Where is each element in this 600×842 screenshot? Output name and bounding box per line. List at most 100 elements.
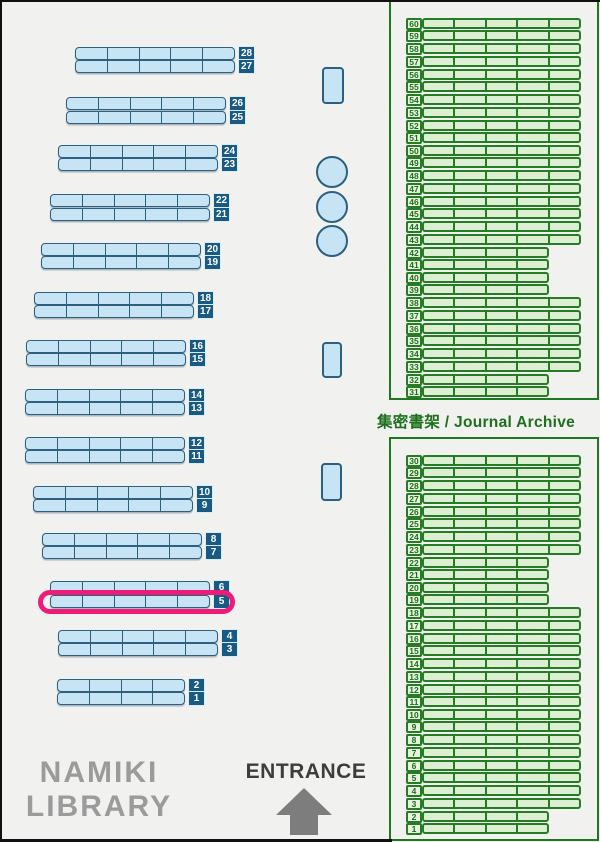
archive-shelf-row-17[interactable] [422, 619, 581, 631]
shelf-row-25[interactable] [66, 111, 226, 124]
archive-shelf-row-44[interactable] [422, 221, 581, 233]
archive-shelf-row-9[interactable] [422, 721, 581, 733]
shelf-row-17[interactable] [34, 305, 194, 318]
archive-shelf-row-51[interactable] [422, 131, 581, 143]
archive-shelf-row-18[interactable] [422, 607, 581, 619]
shelf-segment [76, 61, 107, 72]
shelf-segment [484, 172, 516, 180]
shelf-row-13[interactable] [25, 402, 185, 415]
shelf-row-22[interactable] [50, 194, 210, 207]
archive-shelf-row-5[interactable] [422, 772, 581, 784]
archive-shelf-row-11[interactable] [422, 695, 581, 707]
archive-shelf-row-31[interactable] [422, 385, 550, 397]
archive-shelf-row-6[interactable] [422, 759, 581, 771]
archive-shelf-row-30[interactable] [422, 455, 581, 466]
archive-shelf-row-10[interactable] [422, 709, 581, 720]
archive-shelf-row-54[interactable] [422, 94, 581, 106]
shelf-row-26[interactable] [66, 97, 226, 110]
shelf-row-28[interactable] [75, 47, 235, 60]
shelf-row-18[interactable] [34, 292, 194, 305]
shelf-segment [453, 621, 484, 629]
archive-shelf-row-55[interactable] [422, 81, 581, 93]
archive-shelf-row-12[interactable] [422, 683, 581, 695]
archive-shelf-row-26[interactable] [422, 505, 581, 517]
archive-number-badge-44: 44 [406, 221, 422, 234]
archive-shelf-row-32[interactable] [422, 373, 550, 385]
archive-shelf-row-56[interactable] [422, 68, 581, 80]
archive-shelf-row-29[interactable] [422, 467, 581, 479]
shelf-segment [516, 235, 547, 243]
archive-shelf-row-15[interactable] [422, 645, 581, 657]
shelf-row-3[interactable] [58, 643, 218, 656]
archive-shelf-row-25[interactable] [422, 518, 581, 530]
archive-shelf-row-35[interactable] [422, 335, 581, 347]
shelf-row-10[interactable] [33, 486, 193, 499]
shelf-segment [59, 146, 90, 157]
archive-shelf-row-24[interactable] [422, 531, 581, 543]
shelf-segment [128, 487, 160, 498]
archive-shelf-row-38[interactable] [422, 297, 581, 309]
shelf-row-23[interactable] [58, 158, 218, 171]
archive-shelf-row-8[interactable] [422, 734, 581, 746]
archive-shelf-row-41[interactable] [422, 258, 550, 270]
shelf-row-19[interactable] [41, 256, 201, 269]
shelf-segment [35, 306, 66, 317]
archive-shelf-row-58[interactable] [422, 43, 581, 55]
shelf-segment [516, 147, 547, 154]
archive-shelf-row-42[interactable] [422, 246, 550, 258]
shelf-row-12[interactable] [25, 437, 185, 450]
archive-shelf-row-21[interactable] [422, 568, 550, 580]
shelf-segment [547, 311, 579, 319]
shelf-row-27[interactable] [75, 60, 235, 73]
shelf-row-20[interactable] [41, 243, 201, 256]
archive-shelf-row-27[interactable] [422, 492, 581, 504]
archive-shelf-row-16[interactable] [422, 632, 581, 644]
shelf-segment [547, 520, 579, 528]
archive-shelf-row-4[interactable] [422, 785, 581, 797]
archive-shelf-row-1[interactable] [422, 822, 550, 834]
shelf-segment [26, 403, 57, 414]
archive-shelf-row-48[interactable] [422, 170, 581, 182]
shelf-segment [424, 45, 453, 52]
shelf-row-15[interactable] [26, 353, 186, 366]
archive-shelf-row-36[interactable] [422, 322, 581, 334]
archive-shelf-row-59[interactable] [422, 30, 581, 42]
shelf-row-24[interactable] [58, 145, 218, 158]
archive-shelf-row-28[interactable] [422, 480, 581, 492]
archive-shelf-row-46[interactable] [422, 195, 581, 207]
archive-shelf-row-20[interactable] [422, 582, 550, 593]
shelf-row-14[interactable] [25, 389, 185, 402]
archive-shelf-row-57[interactable] [422, 55, 581, 67]
archive-shelf-row-23[interactable] [422, 543, 581, 555]
archive-shelf-row-3[interactable] [422, 797, 581, 809]
shelf-row-8[interactable] [42, 533, 202, 546]
shelf-row-16[interactable] [26, 340, 186, 353]
shelf-row-4[interactable] [58, 630, 218, 643]
archive-shelf-row-34[interactable] [422, 348, 581, 360]
shelf-row-2[interactable] [57, 679, 185, 692]
archive-shelf-row-52[interactable] [422, 119, 581, 131]
shelf-row-21[interactable] [50, 208, 210, 221]
archive-shelf-row-14[interactable] [422, 658, 581, 670]
shelf-row-7[interactable] [42, 546, 202, 559]
shelf-row-1[interactable] [57, 692, 185, 705]
archive-shelf-row-33[interactable] [422, 360, 581, 372]
archive-shelf-row-2[interactable] [422, 810, 550, 822]
archive-shelf-row-19[interactable] [422, 594, 550, 606]
archive-shelf-row-7[interactable] [422, 746, 581, 758]
archive-shelf-row-22[interactable] [422, 556, 550, 568]
shelf-row-9[interactable] [33, 499, 193, 512]
archive-number-badge-43: 43 [406, 233, 422, 246]
archive-shelf-row-49[interactable] [422, 157, 581, 169]
archive-shelf-row-47[interactable] [422, 182, 581, 194]
archive-shelf-row-50[interactable] [422, 145, 581, 156]
archive-shelf-row-40[interactable] [422, 272, 550, 283]
archive-shelf-row-13[interactable] [422, 670, 581, 682]
shelf-row-11[interactable] [25, 450, 185, 463]
archive-shelf-row-39[interactable] [422, 284, 550, 296]
archive-shelf-row-45[interactable] [422, 208, 581, 220]
archive-shelf-row-53[interactable] [422, 106, 581, 118]
archive-shelf-row-37[interactable] [422, 309, 581, 321]
archive-shelf-row-43[interactable] [422, 233, 581, 245]
archive-shelf-row-60[interactable] [422, 18, 581, 29]
